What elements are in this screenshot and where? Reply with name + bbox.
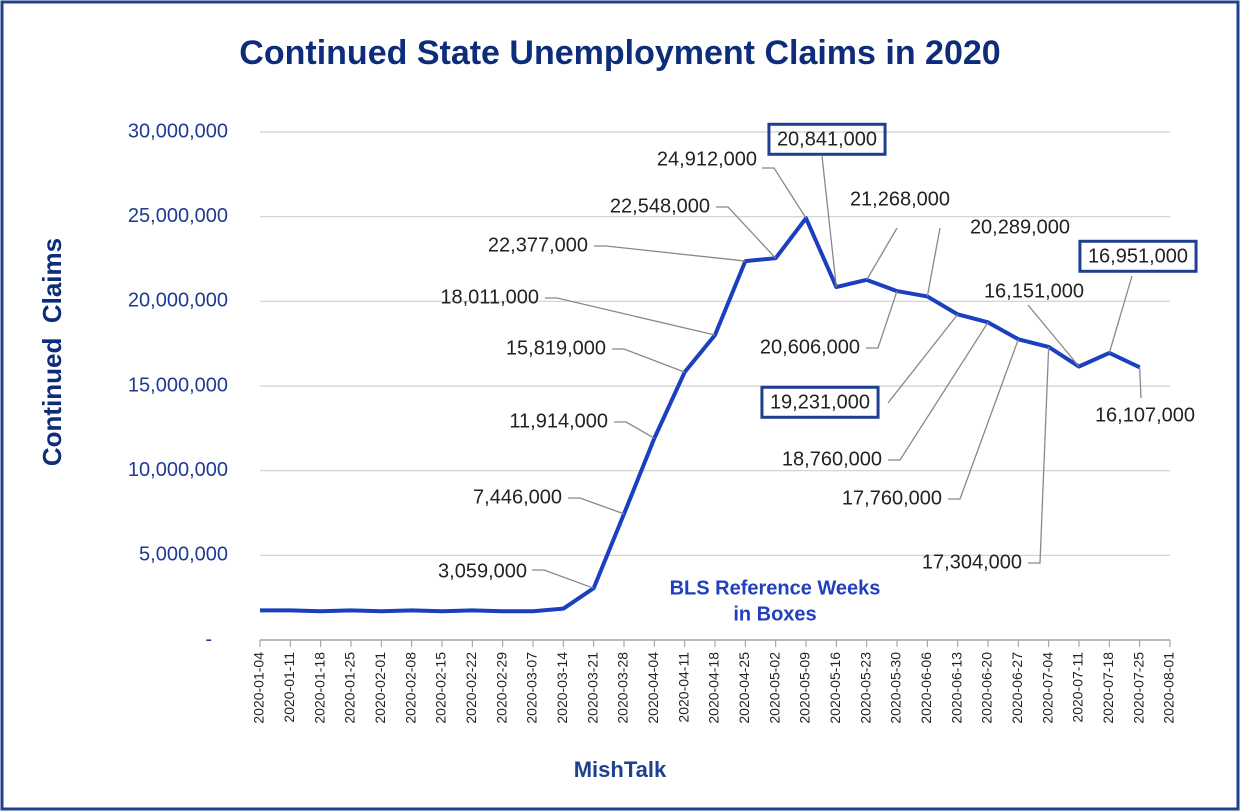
leader-line: [716, 206, 777, 259]
y-tick-label: -: [205, 628, 212, 650]
x-tick-label: 2020-06-20: [979, 652, 995, 724]
label-box: [767, 122, 887, 156]
data-label: 20,841,000: [777, 128, 877, 150]
y-tick-label: 10,000,000: [128, 459, 228, 481]
x-tick-label: 2020-04-18: [706, 652, 722, 724]
data-label: 20,606,000: [760, 336, 860, 358]
leader-line: [821, 155, 837, 288]
x-tick-label: 2020-05-30: [888, 652, 904, 724]
y-tick-label: 30,000,000: [128, 120, 228, 142]
x-tick-label: 2020-03-21: [584, 652, 600, 724]
leader-line: [888, 321, 989, 461]
x-tick-label: 2020-01-18: [311, 652, 327, 724]
x-tick-label: 2020-05-02: [766, 652, 782, 724]
data-label: 22,377,000: [488, 234, 588, 256]
leader-line: [1108, 275, 1133, 354]
x-tick-label: 2020-04-11: [675, 652, 691, 723]
x-tick-label: 2020-05-16: [827, 652, 843, 724]
x-tick-label: 2020-02-15: [433, 652, 449, 724]
x-tick-label: 2020-07-11: [1070, 652, 1086, 723]
x-tick-label: 2020-07-04: [1039, 652, 1055, 724]
y-tick-label: 5,000,000: [139, 544, 228, 566]
x-axis-label: MishTalk: [574, 757, 667, 782]
x-tick-label: 2020-04-04: [645, 652, 661, 724]
x-tick-label: 2020-06-27: [1009, 652, 1025, 724]
x-tick-label: 2020-08-01: [1161, 652, 1177, 724]
leader-line: [594, 245, 746, 262]
label-box: [1078, 239, 1198, 273]
x-tick-label: 2020-01-25: [342, 652, 358, 724]
x-tick-label: 2020-02-29: [493, 652, 509, 724]
data-label: 15,819,000: [506, 337, 606, 359]
annotation: in Boxes: [733, 603, 816, 625]
leader-line: [614, 421, 655, 439]
data-label: 7,446,000: [473, 486, 562, 508]
leader-line: [1028, 346, 1050, 564]
x-tick-label: 2020-07-18: [1100, 652, 1116, 724]
leader-line: [948, 339, 1019, 500]
y-tick-label: 15,000,000: [128, 374, 228, 396]
leader-line: [866, 290, 898, 349]
x-tick-label: 2020-05-23: [857, 652, 873, 724]
data-label: 16,107,000: [1095, 404, 1195, 426]
x-tick-label: 2020-03-28: [615, 652, 631, 724]
x-tick-label: 2020-01-11: [281, 652, 297, 723]
leader-line: [612, 348, 685, 373]
x-tick-label: 2020-04-25: [736, 652, 752, 724]
data-label: 16,151,000: [984, 280, 1084, 302]
data-label: 19,231,000: [770, 391, 870, 413]
x-tick-label: 2020-07-25: [1130, 652, 1146, 724]
y-tick-label: 20,000,000: [128, 290, 228, 312]
data-label: 18,011,000: [440, 286, 539, 308]
leader-line: [887, 313, 959, 404]
data-label: 24,912,000: [657, 148, 757, 170]
data-label: 16,951,000: [1088, 245, 1188, 267]
data-label: 22,548,000: [610, 195, 710, 217]
x-tick-label: 2020-05-09: [797, 652, 813, 724]
data-label: 20,289,000: [970, 216, 1070, 238]
data-label: 21,268,000: [850, 188, 950, 210]
x-tick-label: 2020-06-13: [948, 652, 964, 724]
x-tick-label: 2020-01-04: [251, 652, 267, 724]
data-label: 18,760,000: [782, 448, 882, 470]
chart-title: Continued State Unemployment Claims in 2…: [239, 34, 1000, 72]
data-label: 3,059,000: [438, 560, 527, 582]
leader-line: [532, 569, 594, 589]
leader-line: [1139, 367, 1142, 399]
y-tick-label: 25,000,000: [128, 205, 228, 227]
data-label: 11,914,000: [509, 410, 608, 432]
x-tick-label: 2020-03-14: [554, 652, 570, 724]
leader-line: [866, 227, 898, 281]
label-box: [760, 385, 880, 419]
x-tick-label: 2020-02-08: [402, 652, 418, 724]
data-label: 17,760,000: [842, 487, 942, 509]
leader-line: [1027, 304, 1080, 367]
x-tick-label: 2020-02-01: [372, 652, 388, 724]
leader-line: [545, 297, 716, 336]
leader-line: [926, 227, 941, 297]
series-line: [260, 216, 1141, 614]
x-tick-label: 2020-02-22: [463, 652, 479, 724]
y-axis-label: Continued Claims: [37, 238, 67, 466]
leader-line: [568, 497, 625, 515]
annotation: BLS Reference Weeks: [670, 577, 881, 599]
data-label: 17,304,000: [922, 551, 1022, 573]
leader-line: [762, 167, 807, 219]
x-tick-label: 2020-03-07: [524, 652, 540, 724]
x-tick-label: 2020-06-06: [918, 652, 934, 724]
